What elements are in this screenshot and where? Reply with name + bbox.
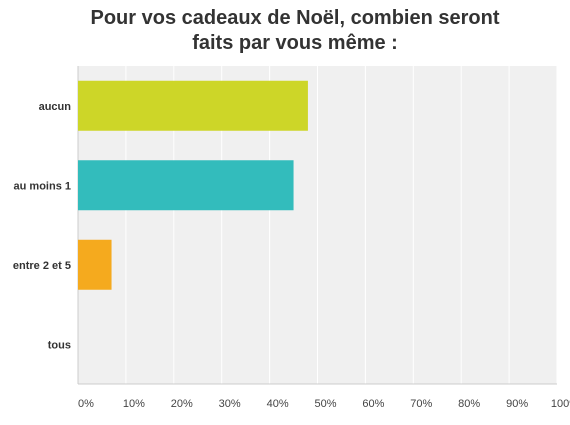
- x-tick-label: 40%: [267, 398, 289, 410]
- category-label: au moins 1: [14, 180, 71, 192]
- x-tick-label: 10%: [123, 398, 145, 410]
- x-tick-label: 30%: [219, 398, 241, 410]
- x-tick-label: 50%: [314, 398, 336, 410]
- bar: [78, 80, 308, 131]
- x-tick-label: 20%: [171, 398, 193, 410]
- x-tick-label: 70%: [410, 398, 432, 410]
- x-tick-label: 90%: [506, 398, 528, 410]
- chart-title: Pour vos cadeaux de Noël, combien seront…: [0, 6, 570, 56]
- x-tick-label: 0%: [78, 398, 94, 410]
- x-tick-label: 100%: [551, 398, 570, 410]
- x-tick-label: 60%: [362, 398, 384, 410]
- category-label: entre 2 et 5: [13, 260, 71, 272]
- chart-title-line-1: Pour vos cadeaux de Noël, combien seront: [90, 7, 500, 29]
- bar: [78, 160, 294, 211]
- bar: [78, 239, 112, 290]
- category-label: tous: [48, 339, 71, 351]
- category-label: aucun: [39, 101, 72, 113]
- chart-title-line-2: faits par vous même :: [192, 32, 398, 54]
- x-tick-label: 80%: [458, 398, 480, 410]
